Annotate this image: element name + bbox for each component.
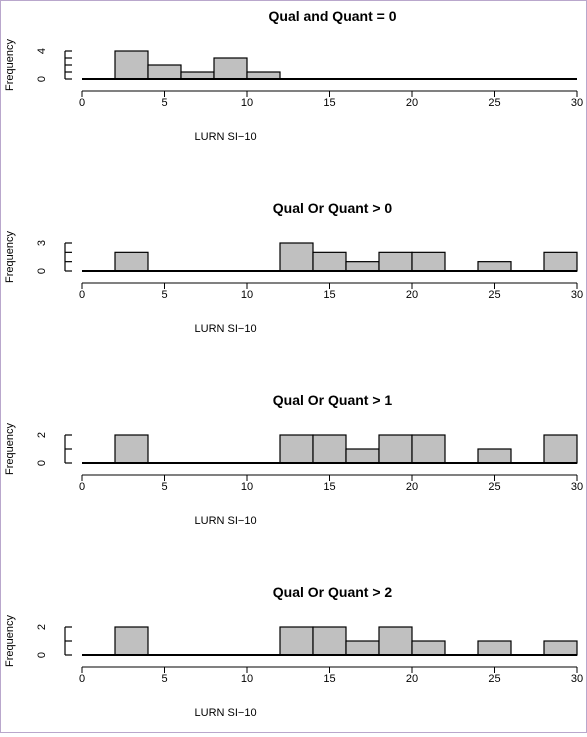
x-tick-label: 15 (323, 481, 335, 493)
x-tick-label: 0 (79, 97, 85, 109)
x-tick-label: 10 (241, 481, 253, 493)
histogram-bar (411, 434, 446, 464)
histogram-bar (543, 434, 578, 464)
x-axis-label: LURN SI−10 (195, 323, 257, 335)
histogram-bar (345, 640, 380, 656)
histogram-bar (312, 626, 347, 656)
y-tick-label: 0 (36, 460, 48, 466)
x-tick-label: 25 (488, 673, 500, 685)
y-axis-label: Frequency (4, 39, 16, 91)
x-tick-label: 30 (571, 289, 583, 301)
chart-title: Qual and Quant = 0 (269, 8, 397, 24)
y-tick-label: 4 (36, 48, 48, 54)
histogram-bar (312, 251, 347, 272)
histogram-bar (411, 251, 446, 272)
x-tick-label: 15 (323, 97, 335, 109)
histogram-bar (180, 71, 215, 80)
x-tick-label: 15 (323, 289, 335, 301)
histogram-bar (378, 434, 413, 464)
chart-title: Qual Or Quant > 1 (273, 392, 393, 408)
x-axis-label: LURN SI−10 (195, 707, 257, 719)
x-tick-label: 30 (571, 97, 583, 109)
histogram-bar (345, 261, 380, 272)
histogram-bar (279, 434, 314, 464)
histogram-bar (477, 448, 512, 464)
x-tick-label: 10 (241, 289, 253, 301)
chart-title: Qual Or Quant > 0 (273, 200, 393, 216)
x-tick-label: 25 (488, 481, 500, 493)
y-tick-label: 2 (36, 432, 48, 438)
x-axis-label: LURN SI−10 (195, 515, 257, 527)
x-tick-label: 5 (161, 481, 167, 493)
x-tick-label: 10 (241, 673, 253, 685)
histogram-bar (378, 251, 413, 272)
x-tick-label: 5 (161, 673, 167, 685)
x-tick-label: 0 (79, 673, 85, 685)
x-tick-label: 20 (406, 289, 418, 301)
histogram-bar (114, 434, 149, 464)
x-tick-label: 25 (488, 97, 500, 109)
y-tick-label: 0 (36, 76, 48, 82)
y-tick-label: 2 (36, 624, 48, 630)
x-tick-label: 5 (161, 97, 167, 109)
histogram-bar (477, 261, 512, 272)
x-tick-label: 30 (571, 481, 583, 493)
y-tick-label: 0 (36, 652, 48, 658)
x-tick-label: 0 (79, 481, 85, 493)
x-axis-label: LURN SI−10 (195, 131, 257, 143)
histogram-bar (114, 251, 149, 272)
x-tick-label: 20 (406, 673, 418, 685)
y-tick-label: 0 (36, 268, 48, 274)
histogram-bar (345, 448, 380, 464)
x-tick-label: 30 (571, 673, 583, 685)
histogram-bar (378, 626, 413, 656)
x-tick-label: 15 (323, 673, 335, 685)
histogram-bar (543, 640, 578, 656)
y-axis-label: Frequency (4, 231, 16, 283)
histogram-bar (279, 626, 314, 656)
x-tick-label: 5 (161, 289, 167, 301)
x-tick-label: 0 (79, 289, 85, 301)
histogram-bar (114, 626, 149, 656)
y-axis-label: Frequency (4, 423, 16, 475)
y-axis-label: Frequency (4, 615, 16, 667)
histogram-bar (312, 434, 347, 464)
histogram-bar (543, 251, 578, 272)
histogram-bar (213, 57, 248, 80)
histogram-bar (147, 64, 182, 80)
y-tick-label: 3 (36, 240, 48, 246)
histogram-bar (246, 71, 281, 80)
histogram-bar (114, 50, 149, 80)
x-tick-label: 25 (488, 289, 500, 301)
histogram-bar (279, 242, 314, 272)
x-tick-label: 10 (241, 97, 253, 109)
histogram-bar (411, 640, 446, 656)
histogram-bar (477, 640, 512, 656)
x-tick-label: 20 (406, 97, 418, 109)
chart-title: Qual Or Quant > 2 (273, 584, 393, 600)
x-tick-label: 20 (406, 481, 418, 493)
